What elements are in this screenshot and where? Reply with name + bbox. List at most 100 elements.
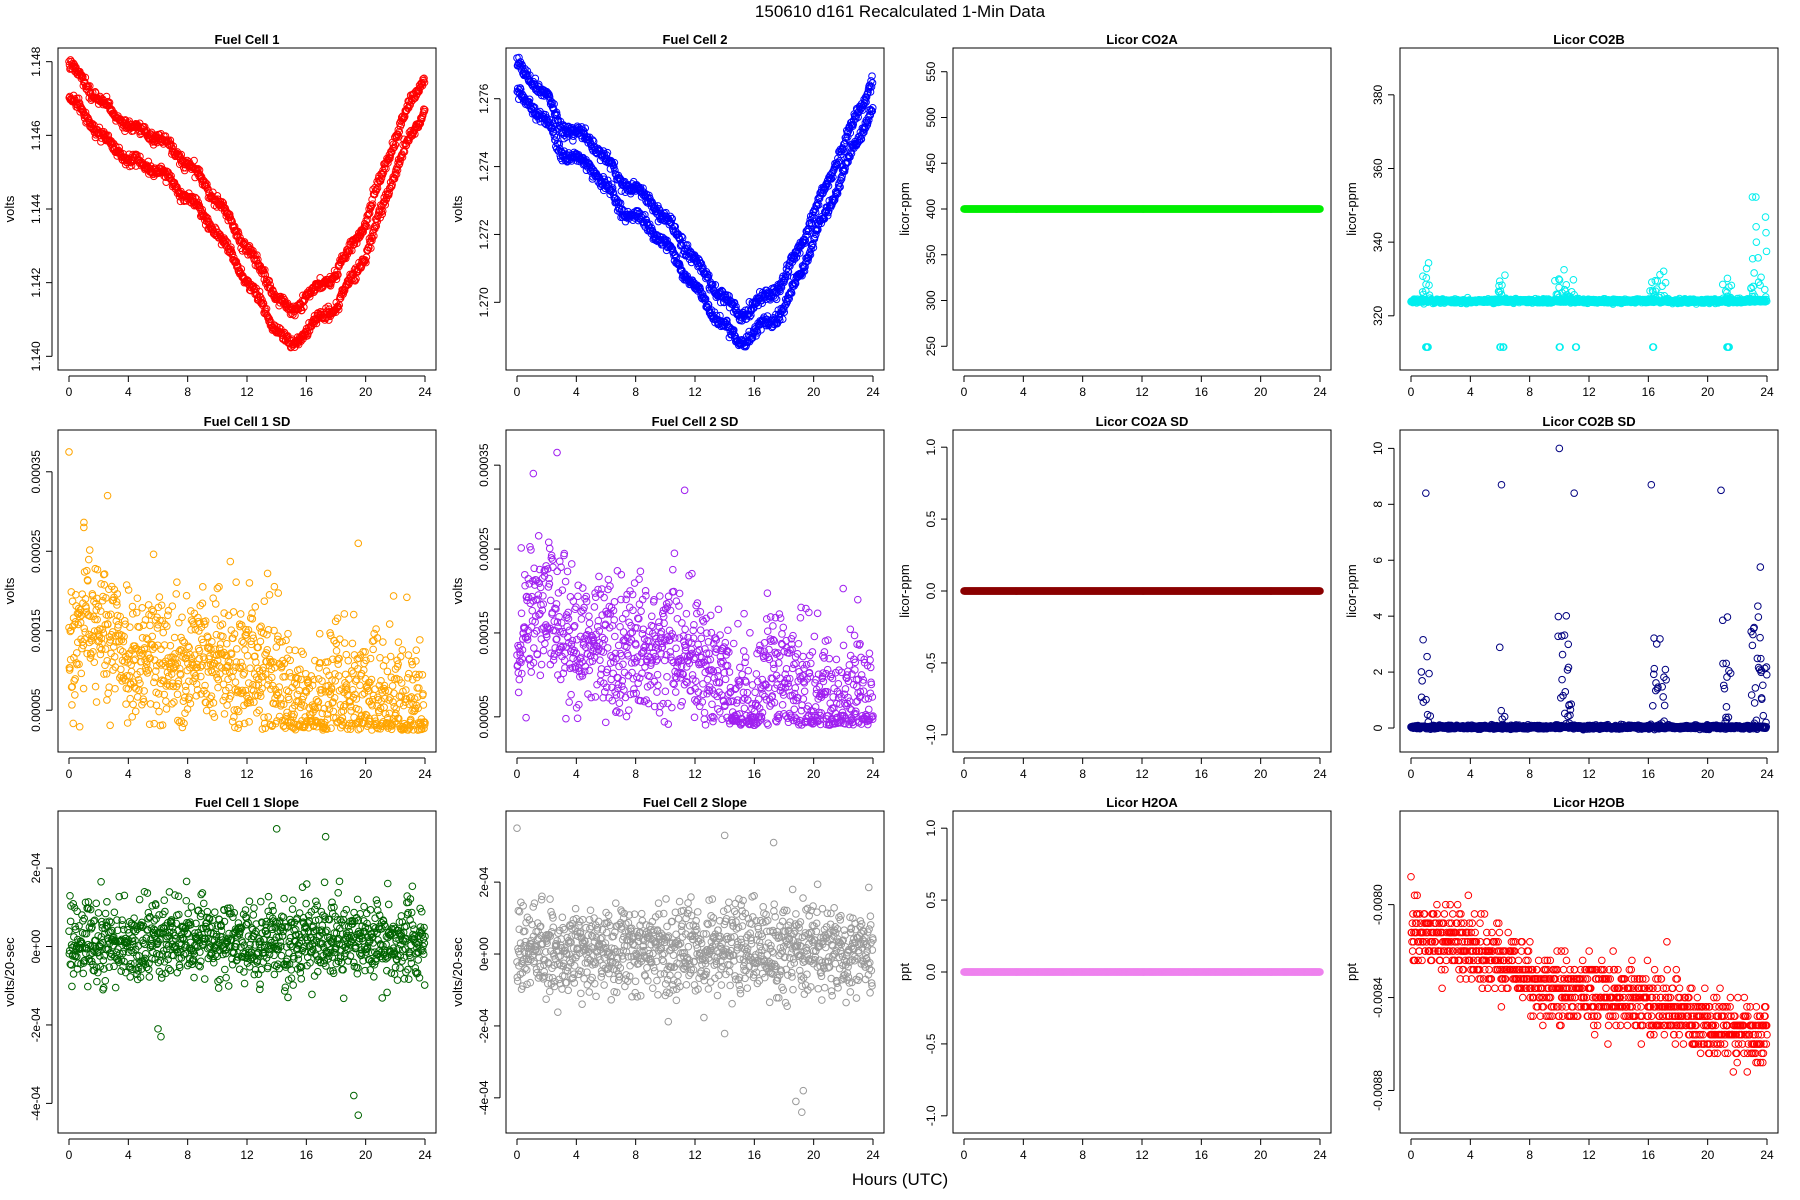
data-point [102,92,111,101]
data-point [249,246,257,255]
y-tick-label: 450 [924,153,938,173]
chart-panel: Licor CO2A licor-ppm 0 4 8 12 16 20 24 250 300 350 4… [897,32,1332,399]
data-point [232,257,241,266]
x-tick-label: 4 [125,385,132,399]
data-point [230,222,239,231]
data-point [228,218,236,226]
x-tick-label: 24 [866,385,880,399]
panel-title: Fuel Cell 1 [214,32,279,47]
data-series [960,205,1324,213]
x-tick-label: 24 [1313,385,1327,399]
x-tick-label: 12 [1135,385,1149,399]
x-tick-label: 20 [1254,385,1268,399]
data-point [69,59,78,68]
data-point [223,209,232,217]
data-point [219,199,228,207]
data-point [1424,259,1433,267]
data-point [1723,274,1732,283]
data-point [1501,271,1509,279]
data-point [105,98,114,107]
data-point [868,72,876,80]
x-tick-label: 24 [418,385,432,399]
data-series [513,53,877,351]
data-point [95,123,104,132]
data-point [176,197,185,206]
data-point [253,251,261,259]
y-tick-label: 1.274 [477,151,491,181]
data-point [167,172,175,180]
y-tick-label: 300 [924,290,938,310]
data-point [255,287,264,296]
figure-title: 150610 d161 Recalculated 1-Min Data [754,2,1046,21]
chart-panel: Fuel Cell 1 volts 0 4 8 12 16 20 24 1.140 1.142 1.1… [2,32,437,399]
data-point [202,213,211,221]
panel-title: Fuel Cell 2 [662,32,727,47]
data-point [236,233,244,242]
data-series [65,56,429,352]
data-point [104,131,113,140]
data-point [165,170,173,178]
data-point [261,266,269,274]
data-point [305,292,314,301]
y-tick-label: 250 [924,336,938,356]
data-point [81,73,90,82]
data-point [305,327,314,335]
y-tick-label: 1.142 [29,267,43,297]
data-series [1407,193,1771,351]
x-tick-label: 16 [1195,385,1209,399]
y-axis-label: volts [450,195,465,222]
y-tick-label: 1.146 [29,120,43,150]
x-tick-label: 0 [961,385,968,399]
y-tick-label: 1.272 [477,219,491,249]
panel-title: Licor CO2B [1553,32,1625,47]
x-tick-label: 0 [66,385,73,399]
x-tick-label: 4 [1020,385,1027,399]
x-tick-label: 8 [184,385,191,399]
y-tick-label: 400 [924,199,938,219]
data-point [261,270,270,279]
data-point [1560,265,1568,274]
x-tick-label: 12 [688,385,702,399]
data-point [312,319,321,328]
y-tick-label: 350 [924,244,938,264]
y-tick-label: 550 [924,61,938,81]
data-point [222,237,230,245]
data-point [264,313,273,322]
data-point [275,324,284,332]
panel-title: Licor CO2A [1106,32,1178,47]
data-point [166,136,175,145]
data-point [291,311,299,320]
x-tick-label: 20 [807,385,821,399]
x-tick-label: 0 [514,385,521,399]
y-tick-label: 500 [924,107,938,127]
y-tick-label: 1.270 [477,287,491,317]
x-tick-label: 16 [748,385,762,399]
data-point [74,94,83,103]
x-tick-label: 8 [1079,385,1086,399]
y-axis-label: volts [2,195,17,222]
data-point [243,276,252,284]
y-axis-label: licor-ppm [1344,182,1359,235]
data-point [203,180,211,189]
data-point [262,310,270,318]
data-point [1718,280,1727,289]
y-tick-label: 1.276 [477,83,491,113]
data-point [190,156,198,165]
x-tick-label: 12 [240,385,254,399]
y-tick-label: 1.140 [29,341,43,371]
data-point [250,285,259,294]
y-tick-label: 1.148 [29,46,43,76]
y-tick-label: 1.144 [29,194,43,224]
x-tick-label: 20 [359,385,373,399]
x-tick-label: 4 [573,385,580,399]
data-point [88,119,97,128]
data-point [165,137,173,146]
data-point [245,242,254,250]
data-point [1495,277,1504,286]
data-point [1569,275,1578,284]
x-tick-label: 16 [300,385,314,399]
y-axis-label: licor-ppm [897,182,912,235]
